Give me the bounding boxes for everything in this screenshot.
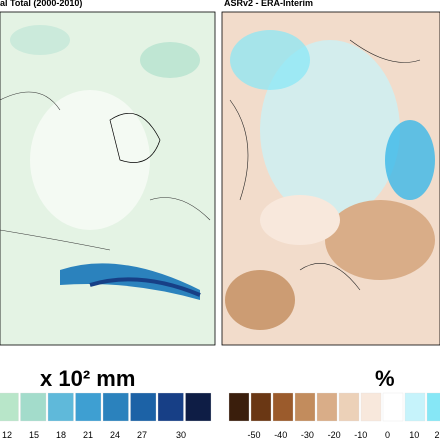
colorbar-swatch <box>0 392 19 422</box>
colorbar-tick-label: 24 <box>110 430 120 440</box>
colorbar-tick-label: -20 <box>328 430 341 440</box>
right-map <box>221 11 440 346</box>
colorbar-tick-label: 15 <box>29 430 39 440</box>
colorbar-swatch <box>316 392 338 422</box>
left-colorbar-label: x 10² mm <box>40 366 135 391</box>
colorbar-swatch <box>382 392 404 422</box>
colorbar-swatch <box>47 392 74 422</box>
colorbar-tick-label: 18 <box>56 430 66 440</box>
colorbar-tick-label: -40 <box>274 430 287 440</box>
colorbar-swatch <box>360 392 382 422</box>
colorbar-tick-label: 21 <box>83 430 93 440</box>
colorbar-tick-label: -30 <box>301 430 314 440</box>
colorbar-swatch <box>404 392 426 422</box>
right-colorbar-label: % <box>375 366 395 391</box>
colorbar-swatch <box>426 392 440 422</box>
colorbar-swatch <box>185 392 212 422</box>
colorbar-swatch <box>228 392 250 422</box>
colorbar-swatch <box>75 392 102 422</box>
colorbar-tick-label: 10 <box>409 430 419 440</box>
colorbar-swatch <box>338 392 360 422</box>
left-map <box>0 11 216 346</box>
colorbar-tick-label: -10 <box>354 430 367 440</box>
colorbar-tick-label: 12 <box>2 430 12 440</box>
colorbar-swatch <box>20 392 47 422</box>
left-title: al Total (2000-2010) <box>0 0 82 8</box>
colorbar-tick-label: 27 <box>137 430 147 440</box>
colorbar-swatch <box>157 392 184 422</box>
colorbar-tick-label: 30 <box>176 430 186 440</box>
colorbar-tick-label: 2 <box>434 430 439 440</box>
colorbar-tick-label: 0 <box>385 430 390 440</box>
right-title: ASRv2 - ERA-Interim <box>224 0 313 8</box>
colorbar-swatch <box>130 392 157 422</box>
colorbar-tick-label: -50 <box>247 430 260 440</box>
colorbar-swatch <box>272 392 294 422</box>
colorbar-swatch <box>250 392 272 422</box>
colorbar-swatch <box>102 392 129 422</box>
colorbar-swatch <box>294 392 316 422</box>
